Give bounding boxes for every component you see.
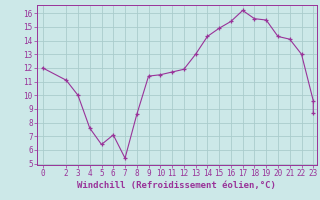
X-axis label: Windchill (Refroidissement éolien,°C): Windchill (Refroidissement éolien,°C) bbox=[77, 181, 276, 190]
